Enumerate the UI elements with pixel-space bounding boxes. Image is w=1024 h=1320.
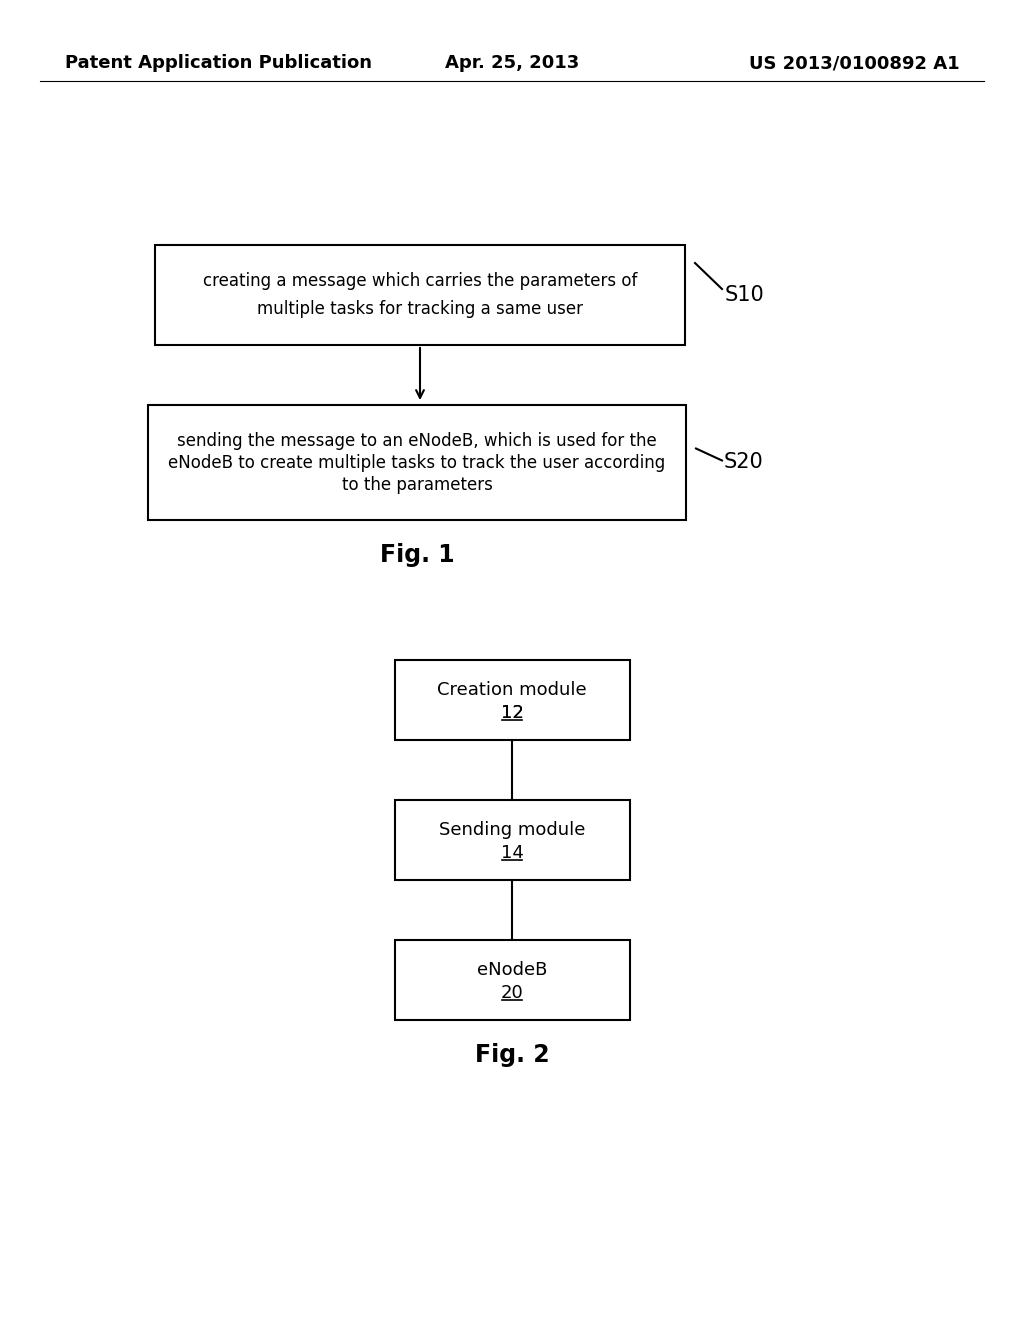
FancyBboxPatch shape <box>155 246 685 345</box>
Text: Patent Application Publication: Patent Application Publication <box>65 54 372 73</box>
Text: multiple tasks for tracking a same user: multiple tasks for tracking a same user <box>257 300 583 318</box>
Text: Fig. 2: Fig. 2 <box>475 1043 549 1067</box>
Text: Creation module: Creation module <box>437 681 587 700</box>
Text: creating a message which carries the parameters of: creating a message which carries the par… <box>203 272 637 290</box>
Text: 14: 14 <box>501 843 523 862</box>
FancyBboxPatch shape <box>394 660 630 741</box>
Text: S10: S10 <box>725 285 765 305</box>
Text: to the parameters: to the parameters <box>342 475 493 494</box>
FancyBboxPatch shape <box>148 405 686 520</box>
Text: 12: 12 <box>501 704 523 722</box>
FancyBboxPatch shape <box>394 940 630 1020</box>
Text: Apr. 25, 2013: Apr. 25, 2013 <box>444 54 580 73</box>
Text: Fig. 1: Fig. 1 <box>380 543 455 568</box>
Text: 12: 12 <box>501 704 523 722</box>
Text: US 2013/0100892 A1: US 2013/0100892 A1 <box>750 54 961 73</box>
Text: 20: 20 <box>501 983 523 1002</box>
FancyBboxPatch shape <box>394 800 630 880</box>
Text: eNodeB to create multiple tasks to track the user according: eNodeB to create multiple tasks to track… <box>168 454 666 471</box>
Text: sending the message to an eNodeB, which is used for the: sending the message to an eNodeB, which … <box>177 432 656 450</box>
Text: eNodeB: eNodeB <box>477 961 547 979</box>
Text: S20: S20 <box>724 453 764 473</box>
Text: Sending module: Sending module <box>439 821 585 840</box>
